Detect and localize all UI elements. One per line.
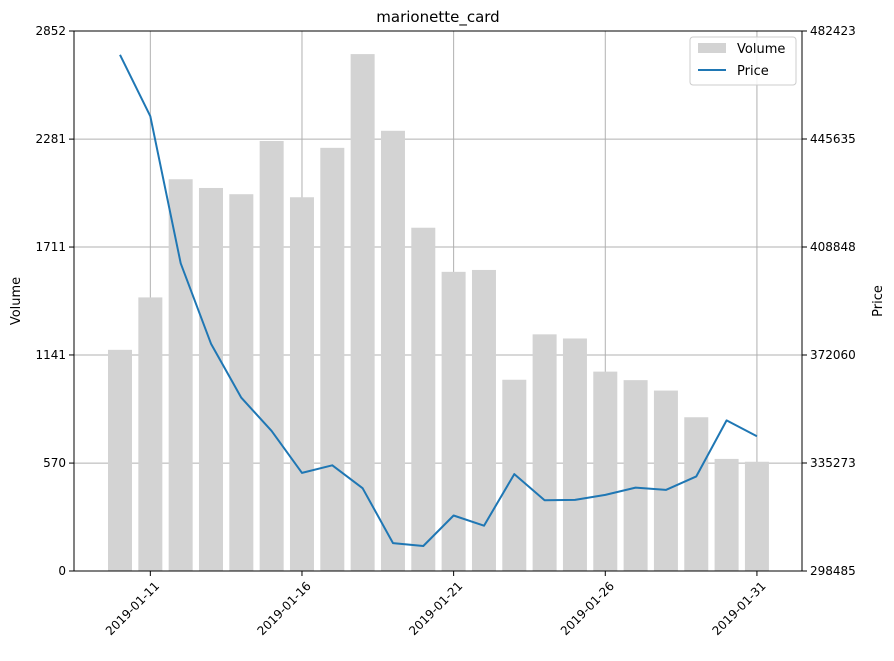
volume-tick-label: 0 [58, 564, 66, 578]
volume-bar [593, 371, 618, 571]
volume-bar [714, 458, 739, 571]
price-series-line [119, 54, 758, 547]
legend: Volume Price [689, 36, 797, 86]
volume-bar [623, 380, 648, 571]
volume-bar [108, 349, 132, 571]
volume-bar [532, 334, 557, 571]
volume-bar [744, 461, 769, 571]
volume-tick-label: 1711 [35, 240, 66, 254]
volume-bar [562, 338, 587, 571]
volume-bar [168, 179, 193, 572]
volume-tick-label: 1141 [35, 348, 66, 362]
volume-bar [259, 141, 284, 571]
volume-bar [411, 227, 436, 571]
volume-bar [320, 147, 345, 571]
price-axis: 298485 335273 372060 408848 445635 482423 [802, 24, 856, 578]
price-tick-label: 482423 [810, 24, 856, 38]
plot-frame [73, 30, 803, 572]
volume-tick-label: 570 [43, 456, 66, 470]
legend-price-label: Price [737, 64, 769, 79]
volume-bar [198, 187, 223, 571]
price-tick-label: 335273 [810, 456, 856, 470]
volume-bar [441, 271, 466, 571]
y-axis-label-right: Price [871, 285, 886, 317]
legend-volume-label: Volume [737, 42, 785, 57]
volume-bars [108, 54, 769, 572]
volume-bar [684, 417, 709, 571]
volume-bar [471, 269, 496, 571]
volume-bar [380, 130, 405, 572]
price-line [119, 54, 758, 547]
volume-bar [289, 197, 314, 571]
price-tick-label: 445635 [810, 132, 856, 146]
y-axis-label-left: Volume [9, 277, 24, 325]
volume-bar [138, 297, 163, 571]
legend-volume-swatch [698, 43, 726, 53]
volume-tick-label: 2852 [35, 24, 66, 38]
volume-bar [350, 54, 375, 571]
price-tick-label: 298485 [810, 564, 856, 578]
chart-title: marionette_card [376, 8, 499, 27]
volume-axis: 0 570 1141 1711 2281 2852 [35, 24, 74, 578]
price-tick-label: 372060 [810, 348, 856, 362]
volume-bar [653, 390, 678, 571]
price-tick-label: 408848 [810, 240, 856, 254]
volume-tick-label: 2281 [35, 132, 66, 146]
